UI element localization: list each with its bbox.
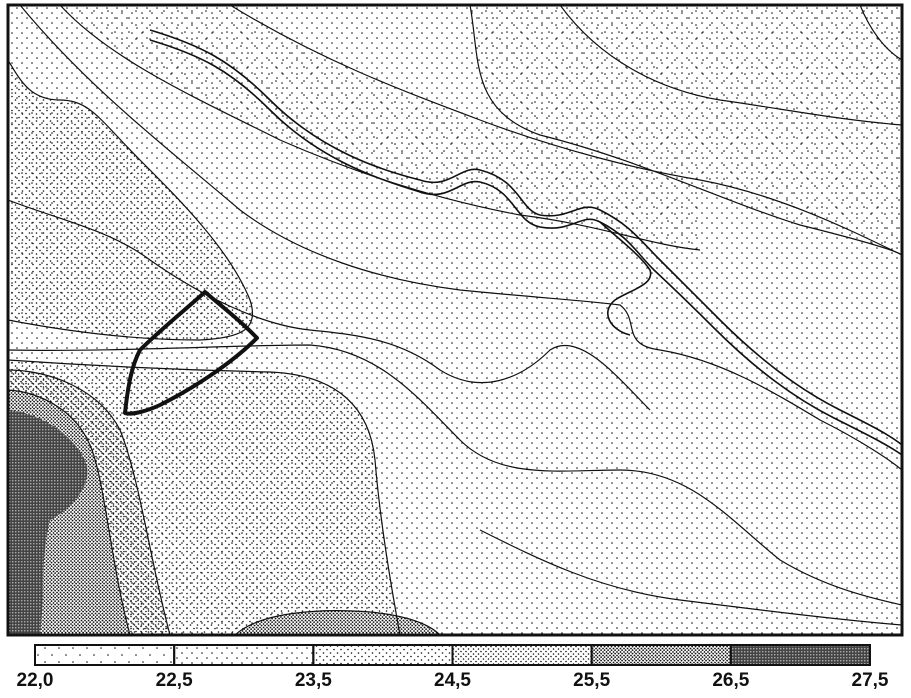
legend-tick-label: 27,5 — [851, 670, 889, 691]
isolines — [8, 5, 902, 635]
legend-bin-6 — [729, 644, 871, 666]
legend-bin-4 — [451, 644, 593, 666]
zone-bottom-patch — [235, 610, 440, 635]
river — [149, 29, 902, 456]
zone-top-band-light — [60, 5, 700, 250]
zone-upper-right-light — [470, 5, 902, 255]
legend-tick-label: 24,5 — [434, 670, 471, 691]
legend-bin-5 — [590, 644, 732, 666]
highlighted-area-outline — [123, 290, 259, 416]
legend-bin-3 — [312, 644, 454, 666]
map-area — [8, 5, 902, 635]
map-frame — [6, 3, 904, 637]
legend-tick-label: 22,0 — [16, 670, 54, 691]
zone-bottom-left-6 — [8, 410, 88, 635]
legend-tick-label: 23,5 — [294, 670, 332, 691]
legend-bar — [34, 644, 871, 666]
legend-bin-1 — [34, 644, 176, 666]
legend-tick-label: 25,5 — [573, 670, 611, 691]
legend-bin-2 — [173, 644, 315, 666]
zone-left-light — [8, 5, 253, 340]
legend-tick-label: 22,5 — [155, 670, 193, 691]
legend-tick-label: 26,5 — [712, 670, 750, 691]
